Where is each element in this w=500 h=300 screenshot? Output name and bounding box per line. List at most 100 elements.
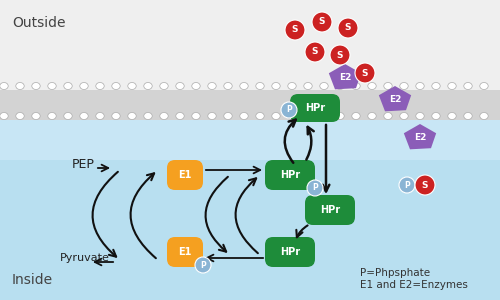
Circle shape: [281, 102, 297, 118]
Ellipse shape: [80, 112, 88, 119]
Bar: [0, 90, 500, 120]
Circle shape: [399, 177, 415, 193]
Ellipse shape: [240, 112, 248, 119]
FancyBboxPatch shape: [265, 237, 315, 267]
Text: P: P: [200, 260, 206, 269]
Ellipse shape: [208, 82, 216, 89]
Ellipse shape: [368, 112, 376, 119]
FancyBboxPatch shape: [265, 160, 315, 190]
Ellipse shape: [96, 82, 104, 89]
Ellipse shape: [384, 112, 392, 119]
Ellipse shape: [432, 82, 440, 89]
Text: P: P: [312, 184, 318, 193]
Text: E1: E1: [178, 247, 192, 257]
Ellipse shape: [368, 82, 376, 89]
Ellipse shape: [384, 82, 392, 89]
Text: Pyruvate: Pyruvate: [60, 253, 110, 263]
Ellipse shape: [48, 112, 56, 119]
Text: E2: E2: [389, 95, 401, 104]
Text: P: P: [286, 106, 292, 115]
Ellipse shape: [320, 82, 328, 89]
Circle shape: [285, 20, 305, 40]
Ellipse shape: [416, 112, 424, 119]
Ellipse shape: [128, 82, 136, 89]
Text: S: S: [292, 26, 298, 34]
Circle shape: [415, 175, 435, 195]
Ellipse shape: [480, 112, 488, 119]
Ellipse shape: [32, 112, 40, 119]
Ellipse shape: [176, 112, 184, 119]
Ellipse shape: [112, 112, 120, 119]
Ellipse shape: [128, 112, 136, 119]
Ellipse shape: [160, 82, 168, 89]
Ellipse shape: [480, 82, 488, 89]
Circle shape: [338, 18, 358, 38]
Circle shape: [330, 45, 350, 65]
Ellipse shape: [48, 82, 56, 89]
Ellipse shape: [272, 82, 280, 89]
Ellipse shape: [160, 112, 168, 119]
Text: S: S: [345, 23, 351, 32]
Ellipse shape: [304, 82, 312, 89]
Ellipse shape: [432, 112, 440, 119]
Ellipse shape: [192, 82, 200, 89]
Ellipse shape: [64, 112, 72, 119]
Text: P: P: [404, 181, 410, 190]
Ellipse shape: [320, 112, 328, 119]
Text: HPr: HPr: [320, 205, 340, 215]
Ellipse shape: [208, 112, 216, 119]
Circle shape: [307, 180, 323, 196]
Polygon shape: [379, 86, 411, 111]
FancyBboxPatch shape: [167, 160, 203, 190]
Ellipse shape: [400, 112, 408, 119]
Text: E2: E2: [414, 134, 426, 142]
Ellipse shape: [352, 82, 360, 89]
Ellipse shape: [240, 82, 248, 89]
Ellipse shape: [80, 82, 88, 89]
Text: HPr: HPr: [305, 103, 325, 113]
Ellipse shape: [96, 112, 104, 119]
Ellipse shape: [0, 112, 8, 119]
Ellipse shape: [144, 112, 152, 119]
Ellipse shape: [272, 112, 280, 119]
Ellipse shape: [336, 112, 344, 119]
Ellipse shape: [224, 112, 232, 119]
Text: S: S: [319, 17, 325, 26]
Text: HPr: HPr: [280, 247, 300, 257]
FancyBboxPatch shape: [305, 195, 355, 225]
Ellipse shape: [16, 112, 24, 119]
Text: S: S: [312, 47, 318, 56]
Text: PEP: PEP: [72, 158, 95, 172]
Ellipse shape: [448, 82, 456, 89]
Ellipse shape: [16, 82, 24, 89]
Ellipse shape: [352, 112, 360, 119]
Ellipse shape: [464, 112, 472, 119]
FancyBboxPatch shape: [167, 237, 203, 267]
Text: S: S: [422, 181, 428, 190]
Bar: [0, 120, 500, 300]
Bar: [0, 120, 500, 160]
Circle shape: [305, 42, 325, 62]
Ellipse shape: [336, 82, 344, 89]
Ellipse shape: [0, 82, 8, 89]
Ellipse shape: [256, 112, 264, 119]
Ellipse shape: [32, 82, 40, 89]
Text: Inside: Inside: [12, 273, 53, 287]
Text: S: S: [362, 68, 368, 77]
Ellipse shape: [416, 82, 424, 89]
Polygon shape: [329, 64, 361, 89]
Ellipse shape: [464, 82, 472, 89]
FancyBboxPatch shape: [290, 94, 340, 122]
Ellipse shape: [400, 82, 408, 89]
Circle shape: [355, 63, 375, 83]
Circle shape: [312, 12, 332, 32]
Ellipse shape: [224, 82, 232, 89]
Text: E2: E2: [339, 74, 351, 82]
Circle shape: [195, 257, 211, 273]
Ellipse shape: [176, 82, 184, 89]
Text: E1: E1: [178, 170, 192, 180]
Text: S: S: [337, 50, 343, 59]
Ellipse shape: [288, 112, 296, 119]
Text: Outside: Outside: [12, 16, 66, 30]
Ellipse shape: [144, 82, 152, 89]
